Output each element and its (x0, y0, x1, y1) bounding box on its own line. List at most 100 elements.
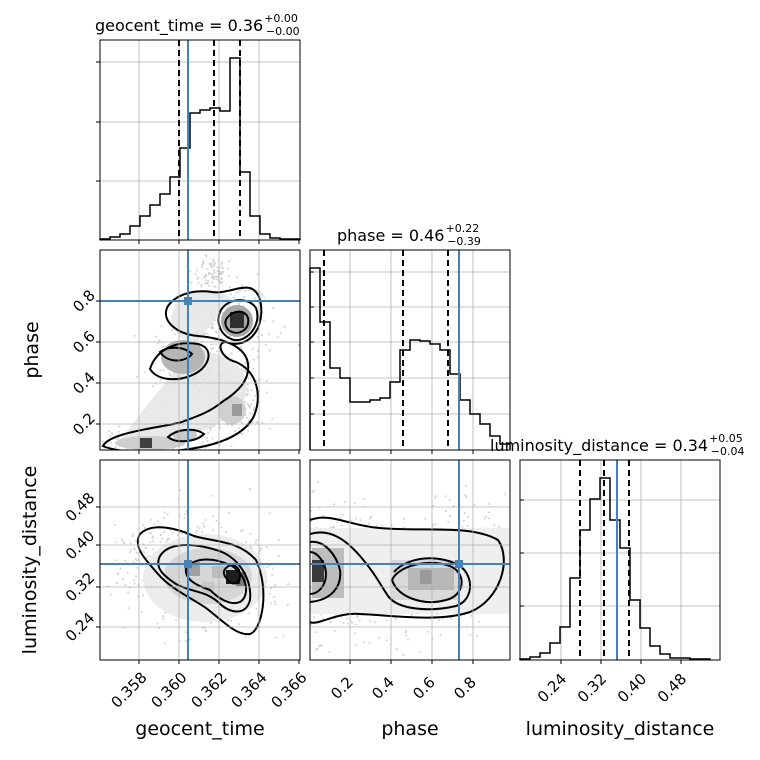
sample-point (342, 621, 345, 624)
sample-point (131, 535, 134, 538)
grid (100, 460, 300, 660)
sample-point (110, 432, 113, 435)
sample-point (464, 494, 467, 497)
sample-point (84, 519, 86, 521)
sample-point (293, 590, 295, 592)
sample-point (250, 403, 253, 406)
sample-point (260, 334, 263, 337)
sample-point (266, 566, 269, 569)
sample-point (197, 276, 200, 279)
sample-point (132, 561, 135, 564)
sample-point (332, 525, 335, 528)
sample-point (196, 278, 199, 281)
sample-point (432, 504, 435, 507)
sample-point (220, 526, 223, 529)
sample-point (111, 432, 114, 435)
sample-point (207, 431, 210, 434)
sample-point (454, 445, 456, 447)
sample-point (207, 273, 210, 276)
histogram-geocent-time (99, 57, 301, 240)
sample-point (353, 502, 356, 505)
sample-point (114, 446, 117, 449)
x-tick-labels-geocent: 0.358 0.360 0.362 0.364 0.366 (107, 668, 310, 711)
sample-point (368, 641, 371, 644)
sample-point (525, 513, 527, 515)
sample-point (141, 456, 143, 458)
sample-point (153, 523, 156, 526)
sample-point (135, 375, 138, 378)
sample-point (214, 285, 217, 288)
sample-point (206, 282, 209, 285)
sample-point (107, 430, 110, 433)
sample-point (297, 344, 300, 347)
sample-point (227, 267, 230, 270)
y-tick-label: 0.6 (69, 327, 99, 357)
sample-point (211, 494, 214, 497)
sample-point (152, 535, 154, 538)
sample-point (268, 349, 271, 352)
tick-marks (96, 300, 300, 454)
sample-point (240, 432, 243, 435)
sample-point (129, 542, 132, 545)
sample-point (463, 511, 466, 514)
sample-point (282, 634, 285, 637)
sample-point (259, 378, 262, 381)
sample-point (256, 272, 259, 275)
x-tick-labels-distance: 0.24 0.32 0.40 0.48 (534, 670, 690, 706)
sample-point (154, 335, 157, 338)
sample-point (83, 444, 85, 446)
title-distance: luminosity_distance = 0.34+0.05 −0.04 (490, 432, 745, 458)
sample-point (135, 559, 138, 562)
sample-point (216, 266, 219, 269)
sample-point (216, 350, 218, 353)
sample-point (137, 595, 139, 598)
sample-point (293, 525, 295, 527)
sample-point (206, 268, 209, 270)
sample-point (221, 271, 224, 274)
sample-point (195, 451, 197, 453)
sample-point (484, 515, 487, 518)
sample-point (278, 538, 281, 541)
sample-point (211, 276, 214, 279)
sample-point (202, 260, 204, 263)
sample-point (286, 603, 289, 606)
title-phase: phase = 0.46+0.22 −0.39 (337, 222, 481, 248)
x-tick-label: 0.4 (368, 673, 398, 703)
sample-point (211, 323, 214, 326)
sample-point (159, 369, 162, 372)
sample-point (283, 596, 285, 598)
sample-point (201, 266, 204, 269)
sample-point (467, 515, 470, 518)
sample-point (211, 265, 214, 268)
sample-point (142, 551, 145, 553)
sample-point (220, 273, 223, 276)
sample-point (163, 642, 166, 645)
sample-point (369, 517, 371, 520)
sample-point (201, 441, 204, 444)
sample-point (272, 567, 275, 570)
sample-point (201, 264, 204, 266)
sample-point (166, 537, 169, 540)
sample-point (407, 638, 409, 641)
sample-point (204, 629, 207, 632)
y-tick-label: 0.32 (62, 569, 98, 605)
truth-marker (184, 297, 192, 305)
sample-point (136, 551, 139, 554)
sample-point (166, 513, 169, 516)
sample-point (313, 489, 316, 492)
sample-point (354, 517, 357, 520)
sample-point (156, 342, 159, 344)
sample-point (247, 404, 250, 407)
sample-point (521, 642, 523, 644)
sample-point (212, 327, 215, 330)
tick-marks (310, 271, 474, 454)
sample-point (447, 521, 450, 523)
sample-point (298, 596, 300, 598)
sample-point (203, 275, 206, 278)
sample-point (255, 607, 258, 610)
sample-point (198, 451, 200, 453)
sample-point (426, 630, 429, 633)
hist-panel-distance: luminosity_distance = 0.34+0.05 −0.04 0.2… (490, 432, 745, 740)
axes-frame (99, 459, 301, 661)
sample-point (322, 617, 324, 620)
